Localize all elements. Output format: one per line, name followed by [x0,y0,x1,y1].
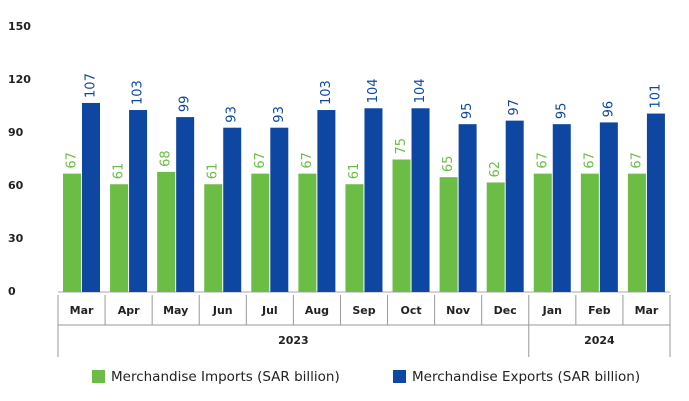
legend-swatch [393,370,406,383]
value-label: 103 [319,80,334,105]
bar [176,117,195,292]
bar [411,108,430,293]
value-label: 104 [413,78,428,103]
bar [82,102,100,292]
bar [627,173,646,292]
value-label: 67 [253,152,268,169]
x-tick-label: Aug [305,304,329,317]
value-label: 62 [488,161,503,178]
value-label: 101 [648,84,663,109]
value-label: 61 [206,163,221,180]
value-label: 67 [300,152,315,169]
bar [251,173,270,292]
y-tick-label: 0 [8,285,16,298]
bar [317,110,336,293]
y-tick-label: 60 [8,179,24,192]
bar [129,110,148,293]
value-label: 67 [535,152,550,169]
bar [298,173,317,292]
year-label: 2023 [278,334,309,347]
y-tick-label: 30 [8,232,24,245]
bar [599,122,618,293]
x-tick-label: Nov [446,304,471,317]
value-label: 95 [554,103,569,120]
value-label: 96 [601,101,616,118]
bar [580,173,599,292]
x-tick-label: Feb [588,304,611,317]
y-tick-label: 120 [8,73,31,86]
bar [345,184,364,292]
x-tick-label: Jul [261,304,278,317]
value-label: 61 [347,163,362,180]
bar [486,182,505,292]
x-tick-label: Sep [352,304,375,317]
value-label: 95 [460,103,475,120]
value-label: 99 [178,96,193,113]
value-label: 104 [366,78,381,103]
x-tick-label: Jun [212,304,233,317]
bar [392,159,411,292]
value-label: 97 [507,99,522,116]
y-tick-label: 90 [8,126,24,139]
value-label: 93 [272,106,287,123]
bar [157,171,176,292]
bar [63,173,81,292]
legend-label: Merchandise Exports (SAR billion) [412,369,640,385]
x-tick-label: May [163,304,188,317]
bar [505,120,524,292]
legend-label: Merchandise Imports (SAR billion) [111,369,340,385]
bar [458,124,477,293]
bar [223,127,242,292]
x-tick-label: Oct [401,304,422,317]
x-tick-label: Dec [494,304,517,317]
value-label: 67 [65,152,80,169]
x-tick-label: Jan [542,304,562,317]
value-label: 107 [84,73,99,98]
x-tick-label: Apr [118,304,140,317]
y-tick-label: 150 [8,20,31,33]
bar [204,184,223,292]
x-tick-label: Mar [635,304,659,317]
bar [364,108,383,293]
legend-swatch [92,370,105,383]
value-label: 103 [131,80,146,105]
bar [646,113,665,292]
bar [533,173,552,292]
value-label: 93 [225,106,240,123]
bar [110,184,129,292]
bar [439,177,458,292]
value-label: 61 [112,163,127,180]
x-tick-label: Mar [70,304,94,317]
value-label: 65 [441,156,456,173]
value-label: 67 [582,152,597,169]
bar [270,127,289,292]
value-label: 75 [394,138,409,155]
value-label: 68 [159,150,174,167]
year-label: 2024 [584,334,615,347]
bar [552,124,571,293]
value-label: 67 [629,152,644,169]
